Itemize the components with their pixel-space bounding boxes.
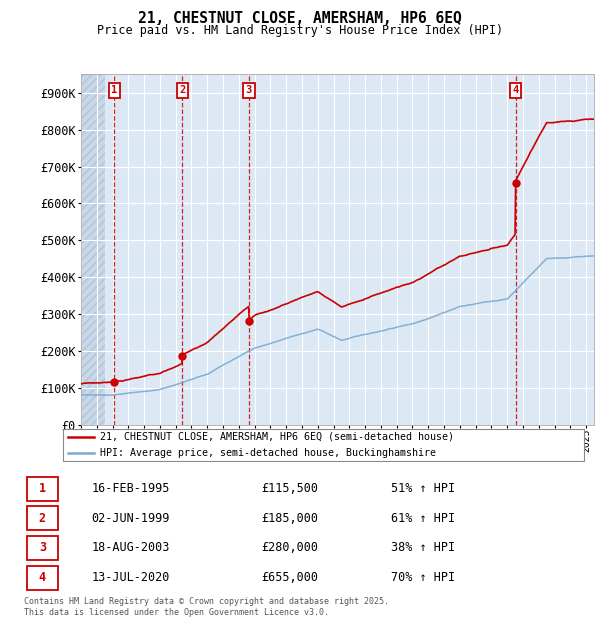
Text: 18-AUG-2003: 18-AUG-2003 <box>92 541 170 554</box>
Text: 02-JUN-1999: 02-JUN-1999 <box>92 512 170 525</box>
FancyBboxPatch shape <box>27 536 58 560</box>
Text: 51% ↑ HPI: 51% ↑ HPI <box>391 482 455 495</box>
Text: 1: 1 <box>39 482 46 495</box>
Text: £115,500: £115,500 <box>261 482 318 495</box>
Text: 4: 4 <box>39 571 46 584</box>
Bar <box>81 74 104 425</box>
Text: £185,000: £185,000 <box>261 512 318 525</box>
Text: Contains HM Land Registry data © Crown copyright and database right 2025.
This d: Contains HM Land Registry data © Crown c… <box>24 598 389 617</box>
Text: 2: 2 <box>179 85 185 95</box>
Text: 70% ↑ HPI: 70% ↑ HPI <box>391 571 455 584</box>
FancyBboxPatch shape <box>27 477 58 501</box>
Text: Price paid vs. HM Land Registry's House Price Index (HPI): Price paid vs. HM Land Registry's House … <box>97 24 503 37</box>
FancyBboxPatch shape <box>27 507 58 531</box>
Text: £280,000: £280,000 <box>261 541 318 554</box>
Text: 61% ↑ HPI: 61% ↑ HPI <box>391 512 455 525</box>
FancyBboxPatch shape <box>27 565 58 590</box>
FancyBboxPatch shape <box>62 429 584 461</box>
Text: HPI: Average price, semi-detached house, Buckinghamshire: HPI: Average price, semi-detached house,… <box>100 448 436 458</box>
Text: 13-JUL-2020: 13-JUL-2020 <box>92 571 170 584</box>
Text: 21, CHESTNUT CLOSE, AMERSHAM, HP6 6EQ (semi-detached house): 21, CHESTNUT CLOSE, AMERSHAM, HP6 6EQ (s… <box>100 432 454 441</box>
Text: 2: 2 <box>39 512 46 525</box>
Text: £655,000: £655,000 <box>261 571 318 584</box>
Text: 4: 4 <box>512 85 518 95</box>
Text: 3: 3 <box>39 541 46 554</box>
Text: 3: 3 <box>245 85 252 95</box>
Text: 16-FEB-1995: 16-FEB-1995 <box>92 482 170 495</box>
Text: 1: 1 <box>112 85 118 95</box>
Text: 38% ↑ HPI: 38% ↑ HPI <box>391 541 455 554</box>
Text: 21, CHESTNUT CLOSE, AMERSHAM, HP6 6EQ: 21, CHESTNUT CLOSE, AMERSHAM, HP6 6EQ <box>138 11 462 25</box>
